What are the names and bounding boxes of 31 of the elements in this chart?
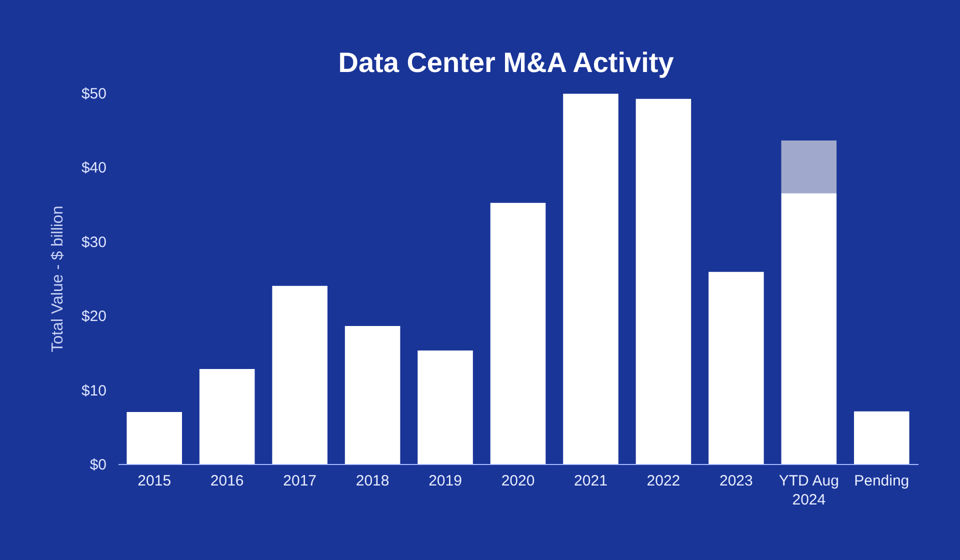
x-tick-label: YTD Aug 2024 xyxy=(778,472,839,508)
bar xyxy=(636,98,692,464)
bar xyxy=(781,140,837,194)
y-tick-label: $0 xyxy=(90,456,106,474)
x-tick-label: 2017 xyxy=(283,472,317,490)
x-tick-label: 2016 xyxy=(210,472,244,490)
y-tick-label: $40 xyxy=(81,160,106,177)
bar xyxy=(199,369,255,464)
x-tick-label: 2022 xyxy=(646,472,680,490)
bar xyxy=(708,272,764,464)
bar xyxy=(854,411,910,464)
x-tick-label: 2019 xyxy=(428,472,462,490)
x-tick-label: 2018 xyxy=(356,472,390,490)
x-tick-label: 2021 xyxy=(574,472,608,490)
bar xyxy=(418,350,473,464)
y-axis-title: Total Value - $ billion xyxy=(49,206,66,352)
y-tick-label: $10 xyxy=(81,382,106,400)
chart-title: Data Center M&A Activity xyxy=(338,47,674,78)
bar xyxy=(781,193,837,464)
bar xyxy=(272,286,328,464)
bar xyxy=(563,94,618,464)
y-tick-label: $30 xyxy=(81,234,106,251)
y-tick-label: $20 xyxy=(81,308,106,326)
bar xyxy=(344,326,400,464)
x-tick-label: Pending xyxy=(854,472,910,490)
bar xyxy=(126,412,182,464)
x-tick-label: 2020 xyxy=(501,472,535,490)
x-tick-label: 2023 xyxy=(719,472,753,490)
x-tick-label: 2015 xyxy=(138,472,172,490)
bar xyxy=(490,202,546,464)
y-tick-label: $50 xyxy=(81,86,106,102)
